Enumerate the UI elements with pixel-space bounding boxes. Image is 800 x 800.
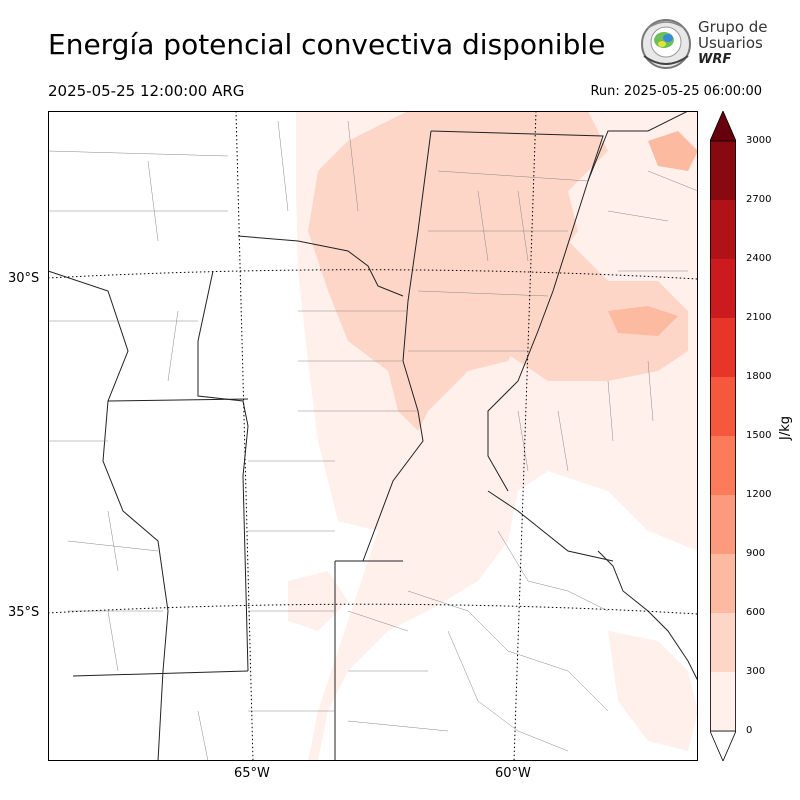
lon-label-60w: 60°W: [495, 766, 531, 781]
graticule-lat-35: [48, 603, 698, 615]
boundary-la-pampa-north: [72, 670, 249, 677]
lat-label-35s: 35°S: [8, 605, 40, 620]
map-frame: [48, 111, 698, 761]
colorbar-segment: [710, 672, 736, 731]
colorbar-tick-label: 2700: [746, 194, 772, 205]
colorbar-segment: [710, 495, 736, 554]
boundary-uruguay: [487, 490, 614, 562]
colorbar-segment: [710, 141, 736, 200]
lat-label-30s: 30°S: [8, 271, 40, 286]
boundary-cordoba-north: [237, 235, 404, 297]
colorbar-segment: [710, 318, 736, 377]
wrf-globe-icon: [641, 19, 691, 69]
cape-region-mid-east: [448, 241, 688, 381]
colorbar-segment: [710, 613, 736, 672]
colorbar-tick-label: 2400: [746, 253, 772, 264]
colorbar-tick-label: 300: [746, 666, 766, 677]
graticule-lon-65: [235, 111, 254, 761]
colorbar-tick-label: 600: [746, 607, 766, 618]
colorbar-frame: [710, 140, 736, 732]
boundary-cordoba-west: [197, 270, 249, 672]
colorbar-over-arrow: [710, 111, 736, 142]
colorbar-under-arrow: [710, 730, 736, 761]
colorbar-segment: [710, 377, 736, 436]
department-boundaries: [48, 120, 698, 761]
colorbar-segment: [710, 200, 736, 259]
map-title: Energía potencial convectiva disponible: [48, 28, 606, 61]
colorbar-tick-label: 3000: [746, 135, 772, 146]
run-time: Run: 2025-05-25 06:00:00: [590, 84, 762, 99]
colorbar-tick-label: 2100: [746, 312, 772, 323]
map-panel: [48, 111, 698, 761]
cape-patch-ne: [648, 131, 698, 171]
boundary-san-luis-north: [107, 398, 249, 402]
colorbar-tick-label: 1200: [746, 489, 772, 500]
logo-text-line2: Usuarios: [698, 34, 763, 52]
colorbar: [710, 111, 736, 761]
colorbar-tick-label: 1500: [746, 430, 772, 441]
colorbar-segment: [710, 554, 736, 613]
graticule-lon-60: [513, 111, 537, 761]
colorbar-unit-label: J/kg: [778, 416, 793, 440]
province-boundaries: [48, 111, 689, 761]
valid-time: 2025-05-25 12:00:00 ARG: [48, 82, 245, 100]
boundary-santa-fe-west: [362, 130, 432, 562]
colorbar-tick-label: 900: [746, 548, 766, 559]
lon-label-65w: 65°W: [234, 766, 270, 781]
colorbar-segment: [710, 259, 736, 318]
logo-text-line1: Grupo de: [698, 18, 768, 36]
cape-region-low-southeast: [608, 631, 698, 751]
colorbar-tick-label: 1800: [746, 371, 772, 382]
cape-region-low-south: [308, 491, 518, 761]
graticule-lat-30: [48, 269, 698, 280]
colorbar-segment: [710, 436, 736, 495]
cape-patch-east: [608, 306, 678, 336]
colorbar-tick-label: 0: [746, 725, 753, 736]
wrf-logo: Grupo de Usuarios WRF: [638, 16, 768, 72]
boundary-santa-fe-east: [430, 130, 604, 492]
boundary-ne: [587, 111, 689, 182]
graticule: [48, 111, 698, 761]
logo-text-line3: WRF: [698, 52, 732, 67]
cape-patch-west: [288, 571, 348, 631]
